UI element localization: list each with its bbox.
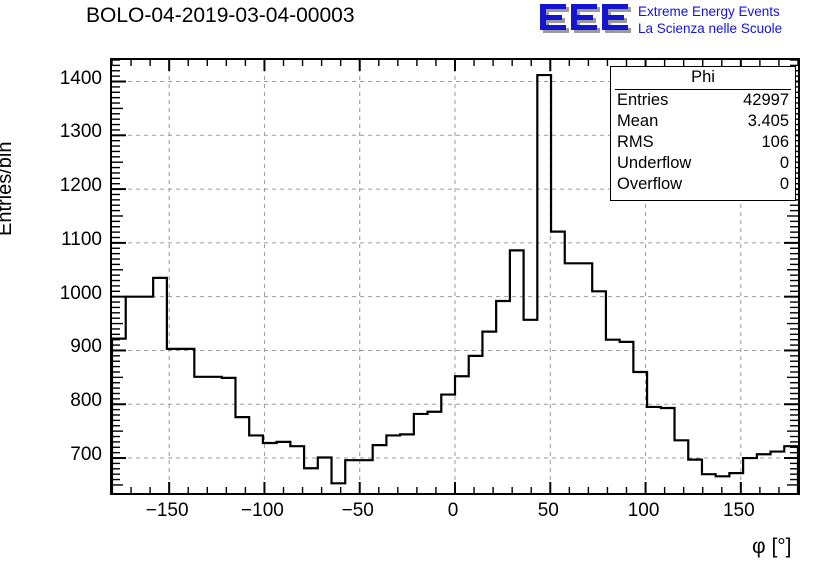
stats-row: RMS 106 (611, 132, 795, 153)
x-tick-label: 50 (537, 500, 559, 521)
stats-label: Entries (617, 91, 669, 109)
stats-value: 42997 (743, 91, 789, 109)
stats-label: Underflow (617, 154, 692, 172)
stats-value: 3.405 (747, 112, 789, 130)
stats-row: Entries 42997 (611, 90, 795, 111)
y-tick-label: 1200 (59, 175, 102, 197)
x-tick-label: 0 (447, 500, 459, 521)
stats-box: Phi Entries 42997 Mean 3.405 RMS 106 Underflow… (610, 66, 796, 201)
y-tick-label: 800 (70, 390, 102, 412)
y-tick-label: 700 (70, 444, 102, 466)
stats-row: Mean 3.405 (611, 111, 795, 132)
y-tick-label: 1400 (59, 67, 102, 89)
y-tick-label: 1300 (59, 121, 102, 143)
stats-row: Underflow 0 (611, 153, 795, 174)
eee-logo-line2: La Scienza nelle Scuole (638, 21, 783, 36)
histogram-canvas (112, 60, 798, 493)
x-tick-label: −150 (145, 500, 189, 521)
eee-logo-mark (540, 4, 631, 33)
y-tick-label: 1100 (61, 228, 102, 250)
x-tick-label: 100 (627, 500, 660, 521)
chart-title: BOLO-04-2019-03-04-00003 (86, 4, 355, 27)
eee-logo-text: Extreme Energy Events La Scienza nelle S… (638, 3, 782, 37)
stats-label: RMS (617, 133, 654, 151)
stats-label: Overflow (617, 175, 683, 193)
x-tick-label: −100 (241, 500, 284, 521)
x-tick-label: 150 (722, 500, 755, 521)
eee-logo: Extreme Energy Events La Scienza nelle S… (538, 2, 834, 42)
y-tick-label: 900 (70, 336, 102, 358)
eee-logo-line1: Extreme Energy Events (638, 4, 780, 19)
plot-frame (110, 58, 800, 495)
stats-rows: Entries 42997 Mean 3.405 RMS 106 Underflow 0 Ove… (611, 90, 795, 195)
stats-value: 106 (761, 133, 789, 151)
stats-row: Overflow 0 (611, 174, 795, 195)
stats-value: 0 (779, 175, 789, 193)
x-tick-label: −50 (341, 500, 374, 521)
y-tick-label: 1000 (59, 282, 102, 304)
y-axis-title: Entries/bin (0, 141, 16, 237)
stats-title: Phi (615, 67, 791, 90)
stats-value: 0 (779, 154, 789, 172)
x-axis-title: φ [°] (752, 535, 792, 558)
stats-label: Mean (617, 112, 659, 130)
